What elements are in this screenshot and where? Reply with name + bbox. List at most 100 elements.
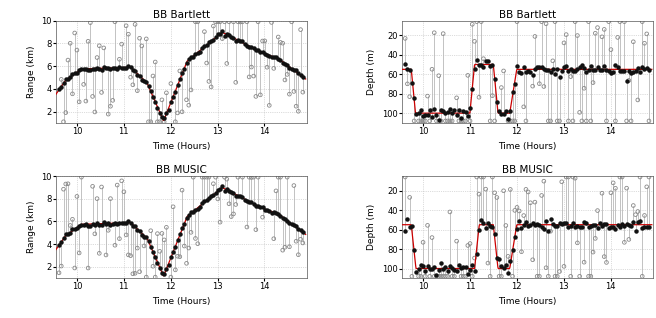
Title: BB Bartlett: BB Bartlett <box>153 10 210 20</box>
Point <box>128 271 138 276</box>
Point <box>545 229 556 234</box>
Point <box>222 61 232 66</box>
Point <box>518 213 529 218</box>
Point <box>527 84 538 89</box>
Point <box>90 109 100 114</box>
Point <box>577 118 587 123</box>
Point <box>422 93 433 99</box>
Point <box>637 274 647 279</box>
Point <box>605 190 616 195</box>
Point <box>418 240 428 245</box>
Point <box>277 248 288 253</box>
Point <box>76 175 87 180</box>
Point <box>128 82 138 87</box>
Point <box>157 97 167 102</box>
Point <box>579 260 589 265</box>
Point <box>148 73 158 79</box>
Point <box>494 274 504 279</box>
Point <box>213 197 223 202</box>
Point <box>291 239 301 244</box>
Point <box>54 270 64 275</box>
Point <box>119 189 129 194</box>
Point <box>592 25 603 30</box>
Point <box>110 243 120 248</box>
Point <box>583 274 594 279</box>
Point <box>257 38 268 44</box>
Point <box>570 19 581 24</box>
Point <box>438 274 449 279</box>
Y-axis label: Depth (m): Depth (m) <box>367 49 377 95</box>
Point <box>136 43 147 48</box>
Point <box>499 188 509 193</box>
Point <box>409 118 419 123</box>
Point <box>491 195 502 200</box>
Point <box>510 118 520 123</box>
Point <box>476 19 487 24</box>
Point <box>83 39 93 44</box>
Point <box>241 225 252 230</box>
Point <box>56 264 66 269</box>
Point <box>201 60 212 66</box>
Point <box>413 118 424 123</box>
Point <box>199 29 210 34</box>
X-axis label: Time (Hours): Time (Hours) <box>498 142 556 151</box>
Point <box>632 97 643 102</box>
Point <box>161 90 172 95</box>
Point <box>116 178 127 183</box>
Point <box>624 78 634 83</box>
Point <box>605 47 616 52</box>
Point <box>181 261 192 266</box>
Point <box>416 274 426 279</box>
Point <box>575 110 585 115</box>
Point <box>83 266 93 271</box>
Point <box>186 230 196 235</box>
Point <box>637 19 647 24</box>
Point <box>130 22 140 27</box>
Point <box>590 31 600 36</box>
Point <box>105 196 115 201</box>
Point <box>208 181 218 186</box>
Point <box>287 19 297 24</box>
Point <box>502 254 513 259</box>
Point <box>222 176 232 182</box>
Point <box>114 236 125 241</box>
Point <box>134 269 145 274</box>
Point <box>224 201 234 206</box>
Point <box>552 274 562 279</box>
Point <box>407 274 417 279</box>
Point <box>447 274 457 279</box>
Point <box>420 274 430 279</box>
Point <box>74 99 85 104</box>
Point <box>499 68 509 73</box>
Point <box>543 118 554 123</box>
Point <box>70 266 80 271</box>
Point <box>237 19 248 24</box>
Point <box>94 251 104 256</box>
Point <box>251 94 261 99</box>
Point <box>617 175 627 180</box>
Point <box>284 244 295 249</box>
Point <box>590 236 600 241</box>
Point <box>512 19 522 24</box>
Point <box>434 73 444 78</box>
Point <box>586 118 596 123</box>
Point <box>143 119 154 124</box>
Point <box>529 34 540 39</box>
Point <box>400 175 411 180</box>
Point <box>139 243 150 248</box>
Point <box>114 57 125 62</box>
Point <box>148 264 158 269</box>
Point <box>152 231 163 236</box>
Point <box>621 118 632 123</box>
Point <box>429 30 440 35</box>
Point <box>246 175 256 180</box>
Point <box>152 119 163 124</box>
X-axis label: Time (Hours): Time (Hours) <box>498 297 556 306</box>
Point <box>570 176 581 181</box>
Point <box>199 175 210 180</box>
Point <box>559 264 569 269</box>
Point <box>501 223 511 228</box>
Point <box>639 213 649 218</box>
Point <box>458 274 468 279</box>
Point <box>424 274 435 279</box>
